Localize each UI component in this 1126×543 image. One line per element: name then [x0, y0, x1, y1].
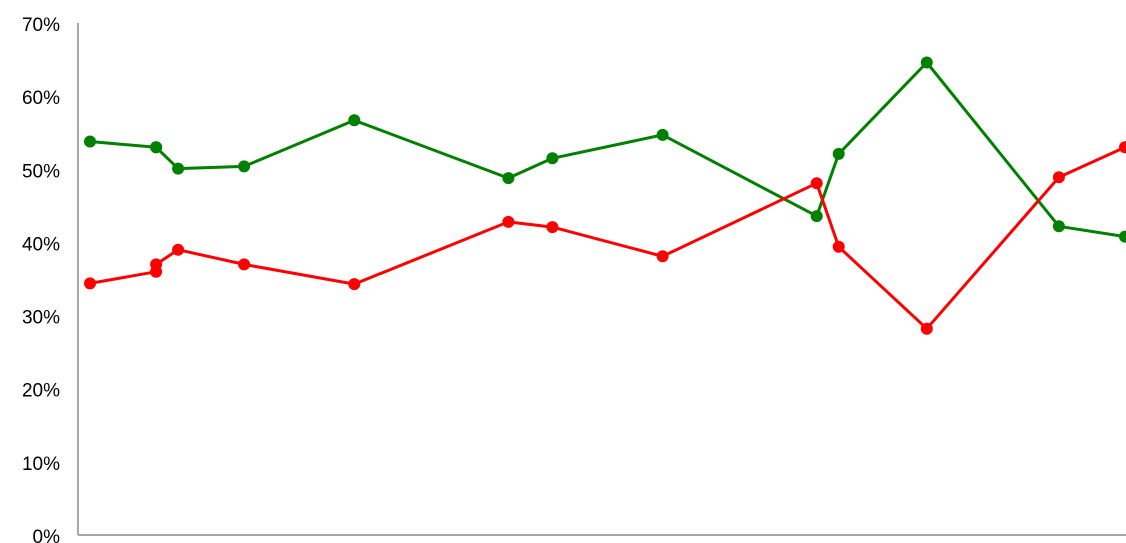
data-point: [238, 160, 251, 173]
data-point: [832, 147, 845, 160]
data-point: [150, 258, 163, 271]
y-tick-label: 70%: [22, 15, 60, 36]
data-point: [832, 240, 845, 253]
data-point: [920, 322, 933, 335]
data-point: [546, 221, 559, 234]
y-tick-label: 40%: [22, 234, 60, 255]
series-1: [84, 141, 1126, 335]
data-point: [502, 215, 515, 228]
data-point: [656, 128, 669, 141]
series-layer: [84, 56, 1126, 335]
data-point: [1052, 220, 1065, 233]
y-tick-label: 20%: [22, 381, 60, 402]
data-point: [656, 250, 669, 263]
y-tick-label: 60%: [22, 88, 60, 109]
data-point: [84, 135, 96, 148]
data-point: [150, 141, 163, 154]
y-tick-label: 0%: [33, 527, 61, 543]
data-point: [546, 152, 559, 165]
series-line-1: [89, 145, 1126, 331]
data-point: [920, 56, 933, 69]
data-point: [1052, 171, 1065, 184]
data-point: [502, 172, 515, 185]
data-point: [810, 177, 823, 190]
data-point: [1119, 230, 1126, 243]
y-tick-label: 10%: [22, 454, 60, 475]
y-tick-label: 30%: [22, 308, 60, 329]
data-point: [348, 278, 361, 291]
data-point: [238, 258, 251, 271]
data-point: [348, 114, 361, 127]
series-0: [84, 56, 1126, 243]
series-line-0: [89, 61, 1126, 239]
data-point: [810, 210, 823, 223]
data-point: [84, 277, 96, 290]
y-tick-label: 50%: [22, 161, 60, 182]
data-point: [172, 162, 185, 175]
data-point: [172, 243, 185, 256]
y-axis-tick-labels: 0% 10% 20% 30% 40% 50% 60% 70%: [22, 15, 60, 543]
data-point: [1119, 141, 1126, 154]
